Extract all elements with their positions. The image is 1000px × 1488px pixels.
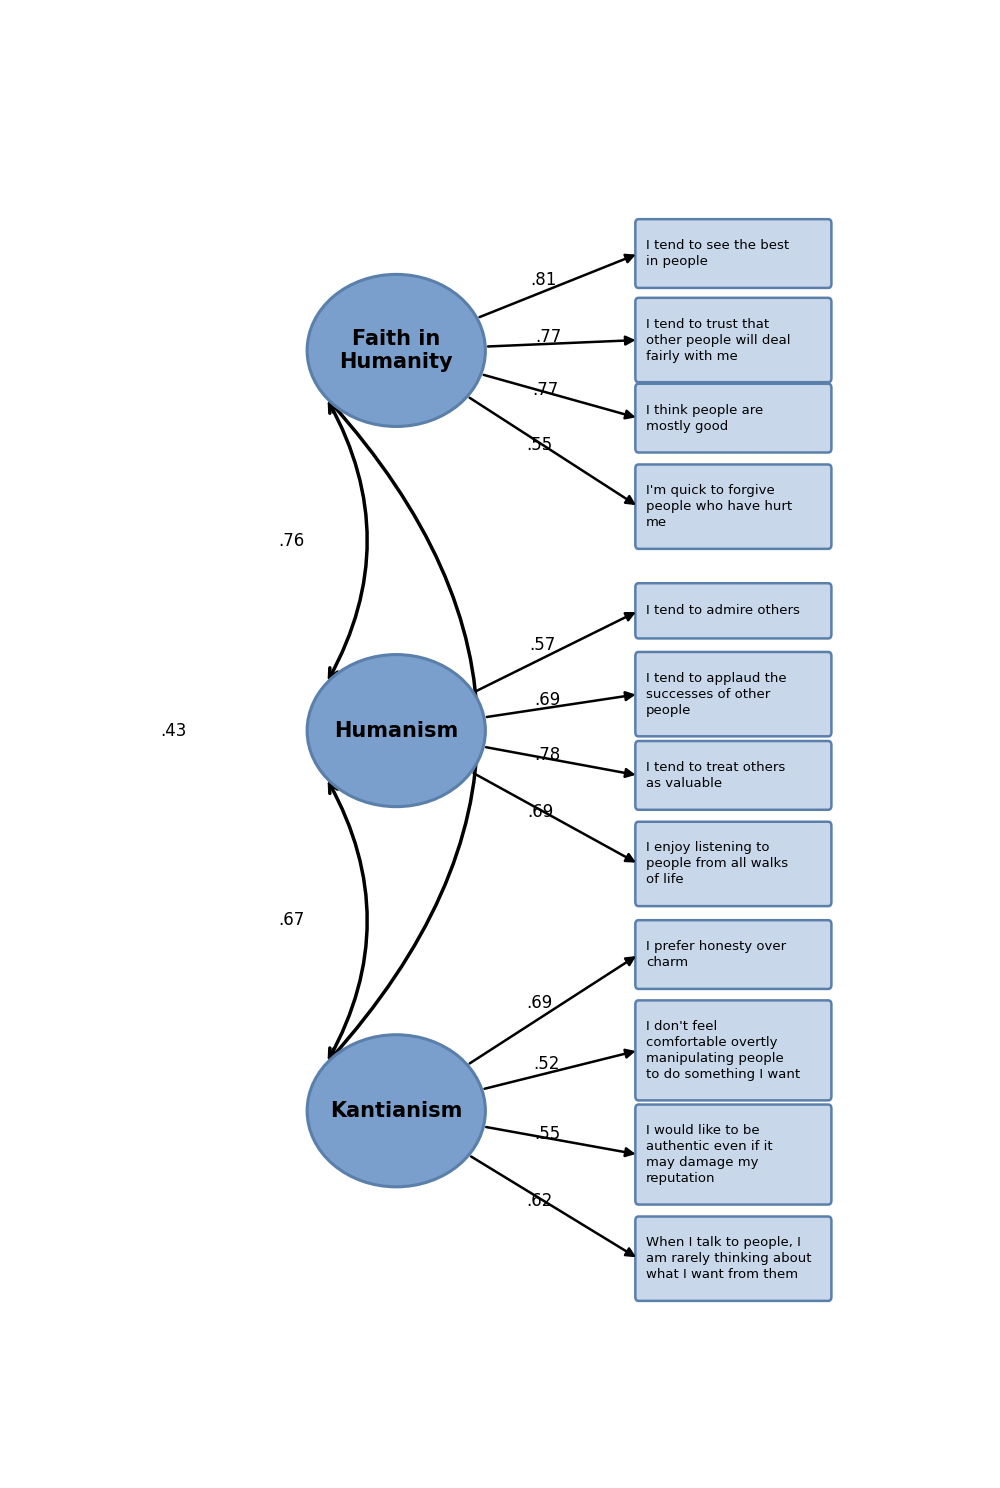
Text: .55: .55 xyxy=(526,436,552,454)
Text: .76: .76 xyxy=(278,533,305,551)
FancyBboxPatch shape xyxy=(635,652,831,737)
FancyBboxPatch shape xyxy=(635,298,831,382)
Text: .55: .55 xyxy=(534,1125,560,1143)
FancyBboxPatch shape xyxy=(635,920,831,990)
Text: .69: .69 xyxy=(526,994,552,1012)
Text: .52: .52 xyxy=(533,1055,559,1073)
Text: I tend to treat others
as valuable: I tend to treat others as valuable xyxy=(646,760,785,790)
Text: .81: .81 xyxy=(531,271,557,289)
FancyBboxPatch shape xyxy=(635,821,831,906)
Text: .78: .78 xyxy=(534,745,560,763)
Text: I would like to be
authentic even if it
may damage my
reputation: I would like to be authentic even if it … xyxy=(646,1123,773,1184)
Text: .77: .77 xyxy=(533,381,559,399)
Ellipse shape xyxy=(307,1034,485,1187)
Ellipse shape xyxy=(307,655,485,806)
Text: .62: .62 xyxy=(526,1192,553,1210)
Text: .69: .69 xyxy=(528,802,554,821)
Text: .77: .77 xyxy=(535,327,561,347)
Text: I think people are
mostly good: I think people are mostly good xyxy=(646,403,763,433)
FancyBboxPatch shape xyxy=(635,1104,831,1205)
Text: I'm quick to forgive
people who have hurt
me: I'm quick to forgive people who have hur… xyxy=(646,484,792,530)
Text: I tend to admire others: I tend to admire others xyxy=(646,604,800,618)
Text: I tend to see the best
in people: I tend to see the best in people xyxy=(646,240,789,268)
Text: When I talk to people, I
am rarely thinking about
what I want from them: When I talk to people, I am rarely think… xyxy=(646,1237,812,1281)
FancyBboxPatch shape xyxy=(635,583,831,638)
Text: .43: .43 xyxy=(160,722,186,740)
Text: Faith in
Humanity: Faith in Humanity xyxy=(339,329,453,372)
FancyBboxPatch shape xyxy=(635,741,831,809)
Text: I tend to applaud the
successes of other
people: I tend to applaud the successes of other… xyxy=(646,671,787,717)
FancyBboxPatch shape xyxy=(635,384,831,452)
Text: .67: .67 xyxy=(278,911,305,929)
Text: I don't feel
comfortable overtly
manipulating people
to do something I want: I don't feel comfortable overtly manipul… xyxy=(646,1019,800,1080)
Text: .69: .69 xyxy=(534,690,560,708)
Text: I enjoy listening to
people from all walks
of life: I enjoy listening to people from all wal… xyxy=(646,841,788,887)
Text: I prefer honesty over
charm: I prefer honesty over charm xyxy=(646,940,786,969)
FancyBboxPatch shape xyxy=(635,219,831,289)
FancyBboxPatch shape xyxy=(635,1000,831,1101)
FancyBboxPatch shape xyxy=(635,464,831,549)
Text: Humanism: Humanism xyxy=(334,720,458,741)
Text: Kantianism: Kantianism xyxy=(330,1101,462,1120)
Text: .57: .57 xyxy=(529,637,555,655)
Ellipse shape xyxy=(307,274,485,427)
FancyBboxPatch shape xyxy=(635,1217,831,1301)
Text: I tend to trust that
other people will deal
fairly with me: I tend to trust that other people will d… xyxy=(646,317,791,363)
